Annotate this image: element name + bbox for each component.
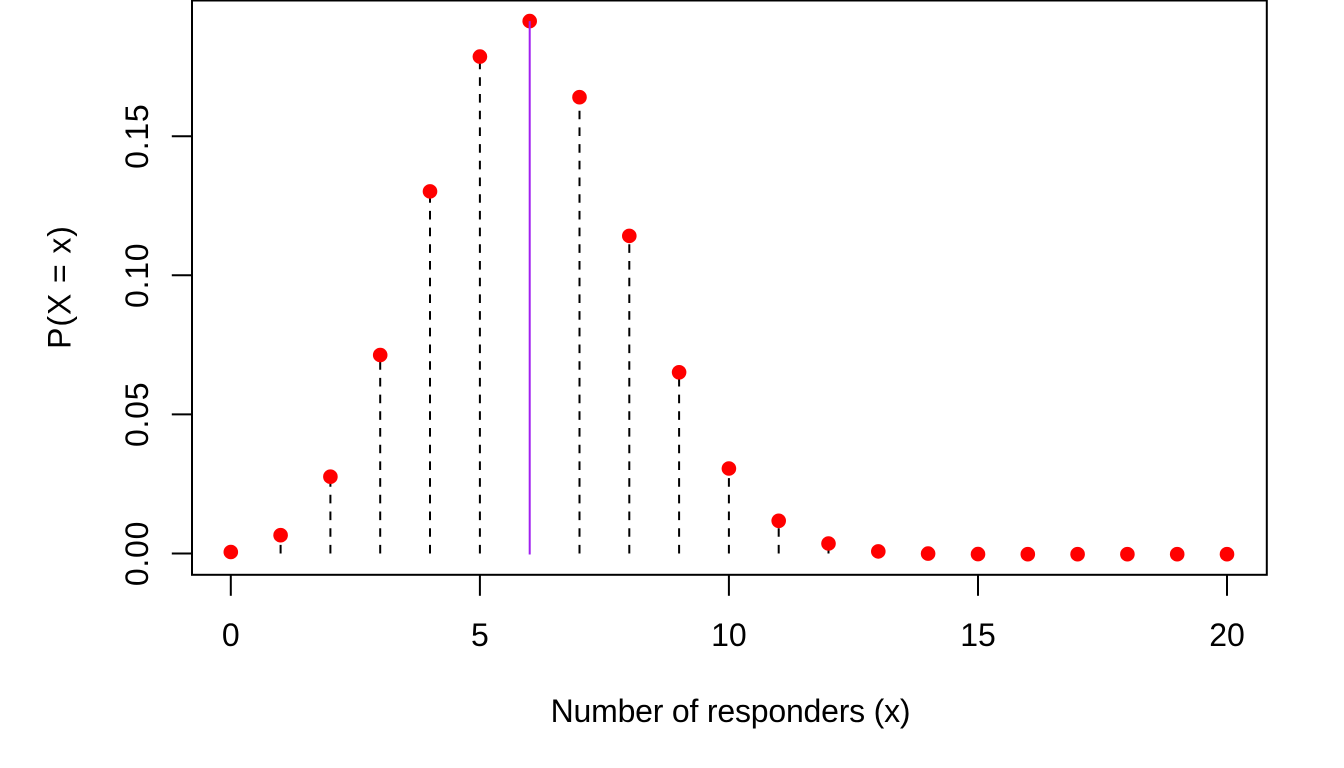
- svg-text:10: 10: [711, 617, 747, 653]
- svg-text:5: 5: [471, 617, 489, 653]
- svg-text:Number of responders (x): Number of responders (x): [551, 693, 911, 729]
- svg-text:15: 15: [960, 617, 996, 653]
- svg-text:0.10: 0.10: [119, 243, 155, 308]
- svg-text:0.05: 0.05: [119, 382, 155, 447]
- svg-text:0.00: 0.00: [119, 521, 155, 586]
- svg-text:0: 0: [222, 617, 240, 653]
- svg-text:20: 20: [1209, 617, 1245, 653]
- svg-text:0.15: 0.15: [119, 104, 155, 169]
- svg-text:P(X = x): P(X = x): [41, 225, 77, 349]
